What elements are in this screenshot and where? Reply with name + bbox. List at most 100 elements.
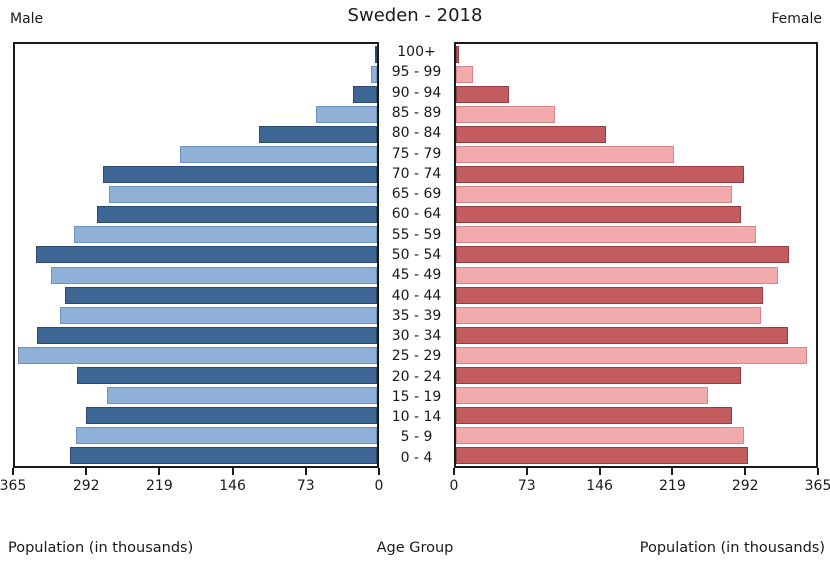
age-group-label: 10 - 14 xyxy=(391,409,442,426)
female-x-axis: 0 73 146 219 292 365 xyxy=(450,468,830,502)
female-bar xyxy=(456,45,459,63)
male-bar-row xyxy=(15,225,377,245)
male-bar xyxy=(179,146,377,164)
age-group-label: 5 - 9 xyxy=(400,429,433,446)
x-tick xyxy=(671,468,674,475)
female-bar xyxy=(456,105,555,123)
male-bar xyxy=(315,105,377,123)
age-group-label: 55 - 59 xyxy=(391,226,442,243)
male-bar xyxy=(69,447,377,465)
age-group-label: 70 - 74 xyxy=(391,165,442,182)
age-group-label: 50 - 54 xyxy=(391,246,442,263)
x-tick-label: 292 xyxy=(72,478,100,494)
age-group-label: 60 - 64 xyxy=(391,206,442,223)
female-bar-row xyxy=(456,406,816,426)
male-bar xyxy=(375,45,377,63)
male-bar xyxy=(107,387,377,405)
male-bar xyxy=(371,65,377,83)
male-bar xyxy=(73,226,377,244)
age-group-label: 85 - 89 xyxy=(391,104,442,121)
female-bars-plot xyxy=(454,42,818,468)
female-bar-row xyxy=(456,84,816,104)
male-bar-row xyxy=(15,366,377,386)
male-side-label: Male xyxy=(10,11,44,27)
male-bar-row xyxy=(15,124,377,144)
female-bar xyxy=(456,346,808,364)
x-tick xyxy=(453,468,455,475)
male-x-axis: 365 292 219 146 73 0 xyxy=(0,468,383,502)
age-group-label: 0 - 4 xyxy=(400,449,433,466)
female-bar xyxy=(456,306,761,324)
x-tick xyxy=(85,468,88,475)
caption-row: Population (in thousands) Age Group Popu… xyxy=(0,540,830,562)
female-bar-row xyxy=(456,104,816,124)
x-tick xyxy=(598,468,601,475)
x-tick-label: 146 xyxy=(586,478,613,494)
female-bar-row xyxy=(456,205,816,225)
chart-title: Sweden - 2018 xyxy=(347,5,483,26)
female-bar-row xyxy=(456,426,816,446)
male-bar-row xyxy=(15,305,377,325)
x-tick-label: 292 xyxy=(731,478,759,494)
female-bar xyxy=(456,286,763,304)
age-group-label: 45 - 49 xyxy=(391,267,442,284)
x-tick xyxy=(744,468,747,475)
female-bar xyxy=(456,206,742,224)
x-tick xyxy=(158,468,161,475)
male-bar xyxy=(86,407,377,425)
male-bar-row xyxy=(15,285,377,305)
male-bar xyxy=(258,125,377,143)
female-bar xyxy=(456,427,744,445)
x-tick-label: 73 xyxy=(517,478,536,494)
age-group-label: 40 - 44 xyxy=(391,287,442,304)
x-tick xyxy=(231,468,234,475)
female-bar xyxy=(456,65,473,83)
x-tick-label: 219 xyxy=(146,478,173,494)
female-bar xyxy=(456,146,674,164)
female-bar-row xyxy=(456,185,816,205)
female-bar xyxy=(456,447,748,465)
age-group-axis: 100+ 95 - 99 90 - 94 85 - 89 80 - 84 75 - 79 7… xyxy=(379,42,454,468)
age-group-label: 100+ xyxy=(397,44,436,61)
female-bar-row xyxy=(456,225,816,245)
female-bar xyxy=(456,186,733,204)
figure-header: Male Sweden - 2018 Female xyxy=(0,0,830,42)
age-group-label: 95 - 99 xyxy=(391,64,442,81)
x-tick-label: 365 xyxy=(804,478,830,494)
age-group-label: 35 - 39 xyxy=(391,307,442,324)
female-bar-row xyxy=(456,245,816,265)
female-bar-row xyxy=(456,446,816,466)
female-bar-row xyxy=(456,285,816,305)
age-group-label: 15 - 19 xyxy=(391,388,442,405)
female-bar-row xyxy=(456,44,816,64)
male-bar-row xyxy=(15,44,377,64)
male-bar xyxy=(64,286,377,304)
x-tick xyxy=(304,468,307,475)
male-bar xyxy=(353,85,377,103)
age-group-label: 20 - 24 xyxy=(391,368,442,385)
male-bar-row xyxy=(15,265,377,285)
x-tick-label: 365 xyxy=(0,478,27,494)
female-bar xyxy=(456,85,510,103)
male-bars-plot xyxy=(13,42,379,468)
male-bar-row xyxy=(15,386,377,406)
chart-area: 100+ 95 - 99 90 - 94 85 - 89 80 - 84 75 - 79 7… xyxy=(0,42,830,468)
female-bar xyxy=(456,246,790,264)
female-bar-row xyxy=(456,144,816,164)
male-bar xyxy=(75,427,377,445)
female-side-label: Female xyxy=(771,11,822,27)
male-bar-row xyxy=(15,104,377,124)
male-bar xyxy=(17,346,377,364)
male-bar xyxy=(77,367,377,385)
x-axis-row: 365 292 219 146 73 0 0 73 146 219 292 365 xyxy=(0,468,830,502)
male-bar-row xyxy=(15,64,377,84)
male-bar xyxy=(109,186,377,204)
x-tick-label: 0 xyxy=(449,478,459,494)
male-bar-row xyxy=(15,446,377,466)
male-bar xyxy=(50,266,377,284)
female-bar-row xyxy=(456,165,816,185)
age-group-label: 65 - 69 xyxy=(391,186,442,203)
age-axis-caption: Age Group xyxy=(376,540,454,556)
male-bar xyxy=(103,166,377,184)
male-bar xyxy=(36,326,377,344)
